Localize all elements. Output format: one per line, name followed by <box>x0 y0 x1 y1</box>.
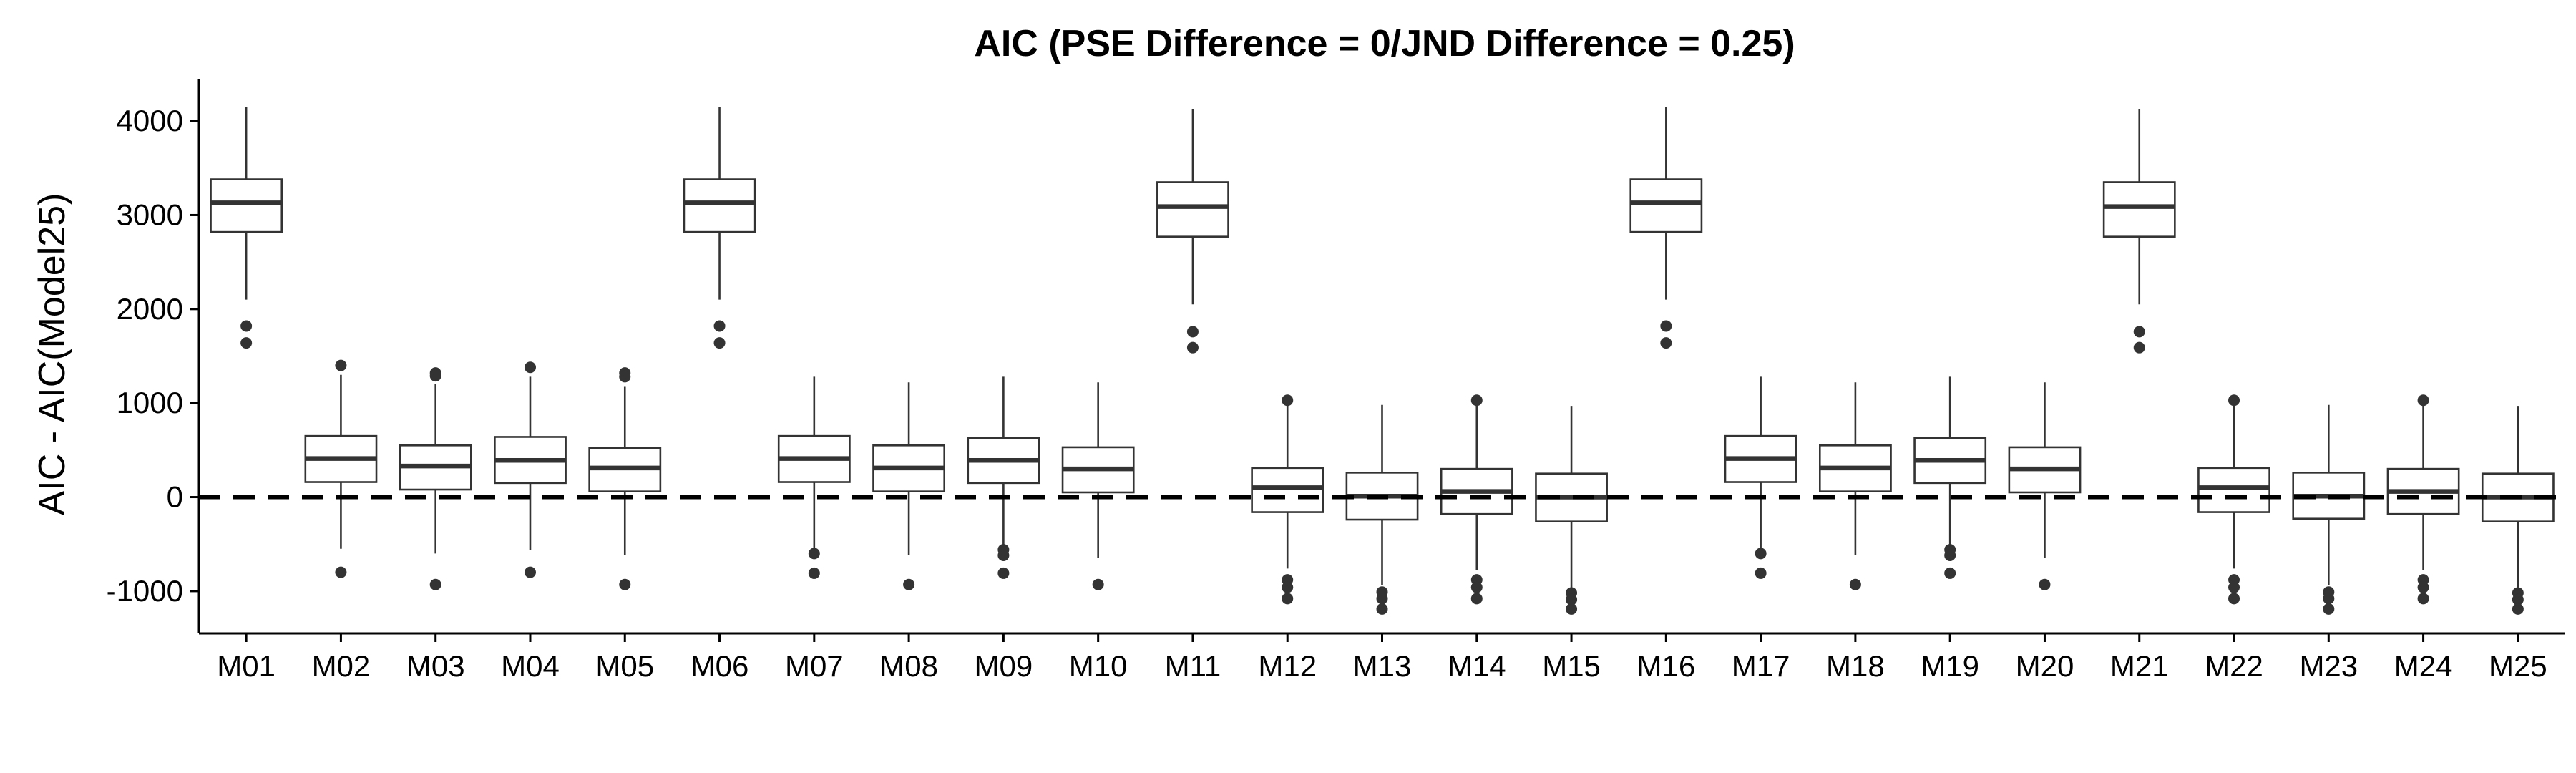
x-tick-label: M12 <box>1258 649 1317 683</box>
outlier-point <box>2512 593 2524 606</box>
box-M01 <box>210 178 283 233</box>
y-tick-label: -1000 <box>107 574 183 608</box>
y-axis-title: AIC - AIC(Model25) <box>31 193 73 516</box>
x-tick-label: M13 <box>1353 649 1412 683</box>
outlier-point <box>1566 593 1578 606</box>
outlier-point <box>2323 593 2335 605</box>
box-M06 <box>683 178 756 233</box>
outlier-point <box>335 566 347 578</box>
x-tick-label: M17 <box>1732 649 1790 683</box>
outlier-point <box>1186 326 1199 338</box>
x-tick-label: M07 <box>785 649 844 683</box>
x-tick-label: M22 <box>2205 649 2263 683</box>
outlier-point <box>2417 581 2429 593</box>
outlier-point <box>1470 593 1483 605</box>
x-tick-label: M19 <box>1921 649 1979 683</box>
x-tick-label: M03 <box>406 649 465 683</box>
x-tick-label: M23 <box>2299 649 2358 683</box>
outlier-point <box>2228 394 2240 407</box>
x-tick-label: M11 <box>1165 649 1221 683</box>
outlier-point <box>1944 567 1956 579</box>
outlier-point <box>1376 603 1388 615</box>
x-tick-label: M14 <box>1448 649 1506 683</box>
outlier-point <box>1282 581 1294 593</box>
outlier-point <box>2417 394 2429 407</box>
outlier-point <box>524 566 536 578</box>
x-tick-label: M08 <box>879 649 938 683</box>
outlier-point <box>903 578 915 590</box>
x-tick-label: M18 <box>1826 649 1885 683</box>
chart-title: AIC (PSE Difference = 0/JND Difference =… <box>974 23 1795 64</box>
outlier-point <box>429 578 441 590</box>
outlier-point <box>808 567 820 579</box>
outlier-point <box>713 320 726 332</box>
x-tick-label: M05 <box>595 649 654 683</box>
y-tick-label: 0 <box>167 480 183 514</box>
x-tick-label: M15 <box>1542 649 1601 683</box>
outlier-point <box>2512 603 2524 615</box>
outlier-point <box>524 361 536 374</box>
box-M11 <box>1156 181 1229 238</box>
outlier-point <box>2039 578 2051 590</box>
outlier-point <box>335 359 347 371</box>
outlier-point <box>619 578 631 590</box>
x-tick-label: M06 <box>691 649 749 683</box>
outlier-point <box>1376 593 1388 605</box>
y-tick-label: 2000 <box>117 292 183 326</box>
outlier-point <box>2417 593 2429 605</box>
y-tick-label: 3000 <box>117 198 183 231</box>
x-tick-label: M20 <box>2016 649 2074 683</box>
x-tick-label: M02 <box>312 649 371 683</box>
x-tick-label: M25 <box>2489 649 2547 683</box>
outlier-point <box>1470 394 1483 407</box>
outlier-point <box>2323 603 2335 615</box>
outlier-point <box>240 320 253 332</box>
outlier-point <box>1660 320 1672 332</box>
outlier-point <box>1092 578 1104 590</box>
outlier-point <box>1282 593 1294 605</box>
outlier-point <box>1660 337 1672 349</box>
x-tick-label: M16 <box>1636 649 1695 683</box>
x-tick-label: M21 <box>2110 649 2169 683</box>
outlier-point <box>429 370 441 382</box>
outlier-point <box>1755 567 1767 579</box>
outlier-point <box>1470 581 1483 593</box>
box-M16 <box>1629 178 1703 233</box>
outlier-point <box>713 337 726 349</box>
box-M12 <box>1251 467 1324 513</box>
x-tick-label: M09 <box>975 649 1033 683</box>
x-tick-label: M04 <box>501 649 560 683</box>
x-tick-label: M24 <box>2394 649 2453 683</box>
outlier-point <box>619 371 631 383</box>
x-tick-label: M01 <box>217 649 275 683</box>
box-M22 <box>2197 467 2270 513</box>
outlier-point <box>2133 341 2145 354</box>
box-M21 <box>2102 181 2176 238</box>
outlier-point <box>240 337 253 349</box>
x-tick-label: M10 <box>1069 649 1128 683</box>
plot-area: -1000 0 1000 2000 3000 4000 M01 M02 M03 M04 M05 M06… <box>107 79 2565 683</box>
outlier-point <box>1755 548 1767 560</box>
outlier-point <box>1282 394 1294 407</box>
outlier-point <box>997 567 1010 579</box>
outlier-point <box>2228 581 2240 593</box>
outlier-point <box>1566 603 1578 615</box>
outlier-point <box>2228 593 2240 605</box>
y-tick-label: 4000 <box>117 104 183 137</box>
outlier-point <box>1186 341 1199 354</box>
outlier-point <box>2133 326 2145 338</box>
outlier-point <box>1944 549 1956 561</box>
outlier-point <box>808 548 820 560</box>
outlier-point <box>1849 578 1861 590</box>
y-tick-label: 1000 <box>117 386 183 419</box>
outlier-point <box>997 549 1010 561</box>
